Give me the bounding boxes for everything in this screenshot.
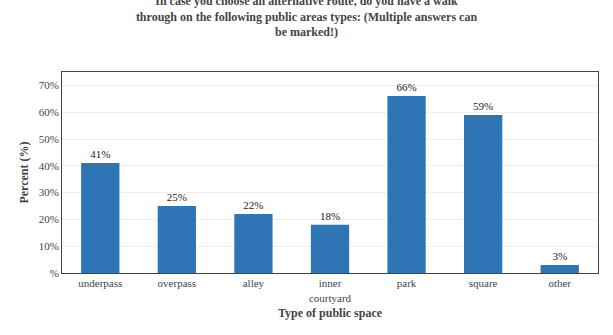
- svg-text:innercourtyard: innercourtyard: [309, 277, 352, 303]
- svg-text:Percent (%): Percent (%): [17, 141, 31, 203]
- svg-text:In case you choose an alternat: In case you choose an alternative route,…: [136, 0, 478, 39]
- svg-text:10%: 10%: [39, 240, 59, 252]
- svg-text:50%: 50%: [39, 133, 59, 145]
- svg-text:other: other: [548, 277, 571, 289]
- svg-text:40%: 40%: [39, 160, 59, 172]
- svg-text:66%: 66%: [396, 81, 416, 93]
- svg-text:25%: 25%: [167, 191, 187, 203]
- svg-text:18%: 18%: [320, 210, 340, 222]
- svg-text:overpass: overpass: [158, 277, 197, 289]
- svg-text:30%: 30%: [39, 186, 59, 198]
- svg-text:Type of public space: Type of public space: [278, 306, 383, 320]
- svg-text:20%: 20%: [39, 213, 59, 225]
- svg-text:60%: 60%: [39, 106, 59, 118]
- svg-text:park: park: [397, 277, 417, 289]
- svg-text:%: %: [50, 267, 59, 279]
- svg-text:underpass: underpass: [78, 277, 122, 289]
- svg-text:41%: 41%: [90, 148, 110, 160]
- svg-text:70%: 70%: [39, 79, 59, 91]
- svg-text:59%: 59%: [473, 100, 493, 112]
- svg-text:alley: alley: [243, 277, 265, 289]
- svg-text:3%: 3%: [552, 250, 567, 262]
- svg-text:square: square: [469, 277, 498, 289]
- svg-text:22%: 22%: [243, 199, 263, 211]
